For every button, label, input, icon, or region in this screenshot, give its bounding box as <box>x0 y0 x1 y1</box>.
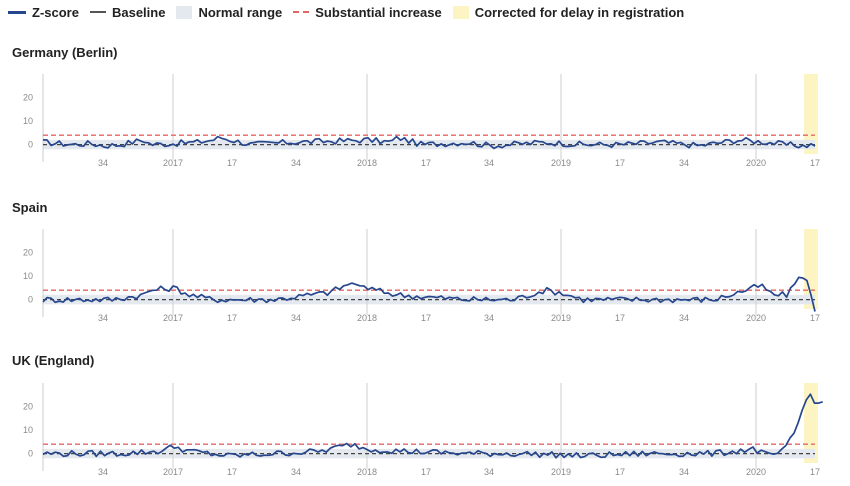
x-tick-label: 34 <box>484 467 494 477</box>
legend-label-corrected: Corrected for delay in registration <box>474 4 685 20</box>
legend-label-baseline: Baseline <box>111 4 166 20</box>
legend-swatch-zscore <box>8 10 26 14</box>
legend-swatch-normal-range <box>176 5 193 19</box>
x-tick-label: 2018 <box>357 158 377 168</box>
legend-label-zscore: Z-score <box>32 4 79 20</box>
x-tick-label: 2020 <box>746 467 766 477</box>
x-tick-label: 34 <box>679 467 689 477</box>
legend-item-substantial-increase: Substantial increase <box>293 4 442 20</box>
x-tick-label: 2017 <box>163 467 183 477</box>
x-tick-label: 34 <box>291 467 301 477</box>
x-tick-label: 2020 <box>746 158 766 168</box>
x-tick-label: 17 <box>227 467 237 477</box>
x-tick-label: 2018 <box>357 313 377 323</box>
zscore-series-line <box>42 135 816 150</box>
chart-title-uk: UK (England) <box>12 353 95 368</box>
x-tick-label: 2019 <box>551 313 571 323</box>
zscore-series-line <box>42 393 823 459</box>
legend-swatch-substantial-increase <box>293 11 310 13</box>
y-tick-label: 10 <box>23 271 33 281</box>
x-tick-label: 17 <box>615 313 625 323</box>
chart-title-spain: Spain <box>12 200 48 215</box>
legend-item-zscore: Z-score <box>8 5 79 20</box>
y-tick-label: 10 <box>23 425 33 435</box>
x-tick-label: 17 <box>421 467 431 477</box>
x-tick-label: 34 <box>291 313 301 323</box>
x-tick-label: 34 <box>484 313 494 323</box>
chart-title-germany: Germany (Berlin) <box>12 45 118 60</box>
y-tick-label: 0 <box>28 140 33 150</box>
x-tick-label: 34 <box>484 158 494 168</box>
x-tick-label: 17 <box>421 158 431 168</box>
y-tick-label: 10 <box>23 116 33 126</box>
legend-item-normal-range: Normal range <box>176 5 282 20</box>
zscore-series-line <box>42 276 816 312</box>
chart-legend: Z-score Baseline Normal range Substantia… <box>8 3 695 21</box>
x-tick-label: 34 <box>98 158 108 168</box>
x-tick-label: 34 <box>291 158 301 168</box>
y-tick-label: 20 <box>23 402 33 412</box>
x-tick-label: 2020 <box>746 313 766 323</box>
legend-swatch-corrected <box>452 5 469 19</box>
x-tick-label: 17 <box>227 313 237 323</box>
x-tick-label: 17 <box>810 313 820 323</box>
legend-item-baseline: Baseline <box>89 4 166 20</box>
x-tick-label: 2019 <box>551 467 571 477</box>
chart-germany: 0 10 20 34 2017 17 34 2018 17 34 2019 17 34 2020 17 <box>23 74 820 168</box>
x-tick-label: 17 <box>615 158 625 168</box>
x-tick-label: 17 <box>421 313 431 323</box>
x-tick-label: 2017 <box>163 313 183 323</box>
x-tick-label: 2017 <box>163 158 183 168</box>
x-tick-label: 2018 <box>357 467 377 477</box>
chart-uk: 0 10 20 34 2017 17 34 2018 17 34 2019 17 34 2020 17 <box>23 383 823 477</box>
y-tick-label: 0 <box>28 449 33 459</box>
chart-spain: 0 10 20 34 2017 17 34 2018 17 34 2019 17 34 2020 17 <box>23 229 820 323</box>
corrected-delay-band <box>804 74 818 154</box>
y-tick-label: 20 <box>23 93 33 103</box>
x-tick-label: 17 <box>810 467 820 477</box>
legend-label-substantial-increase: Substantial increase <box>315 4 442 20</box>
legend-item-corrected: Corrected for delay in registration <box>452 4 685 20</box>
x-tick-label: 34 <box>679 158 689 168</box>
x-tick-label: 34 <box>679 313 689 323</box>
x-tick-label: 17 <box>810 158 820 168</box>
x-tick-label: 34 <box>98 313 108 323</box>
corrected-delay-band <box>804 229 818 309</box>
x-tick-label: 17 <box>227 158 237 168</box>
x-tick-label: 2019 <box>551 158 571 168</box>
x-tick-label: 34 <box>98 467 108 477</box>
legend-label-normal-range: Normal range <box>198 4 283 20</box>
x-tick-label: 17 <box>615 467 625 477</box>
legend-swatch-baseline <box>89 11 106 13</box>
y-tick-label: 0 <box>28 295 33 305</box>
y-tick-label: 20 <box>23 248 33 258</box>
